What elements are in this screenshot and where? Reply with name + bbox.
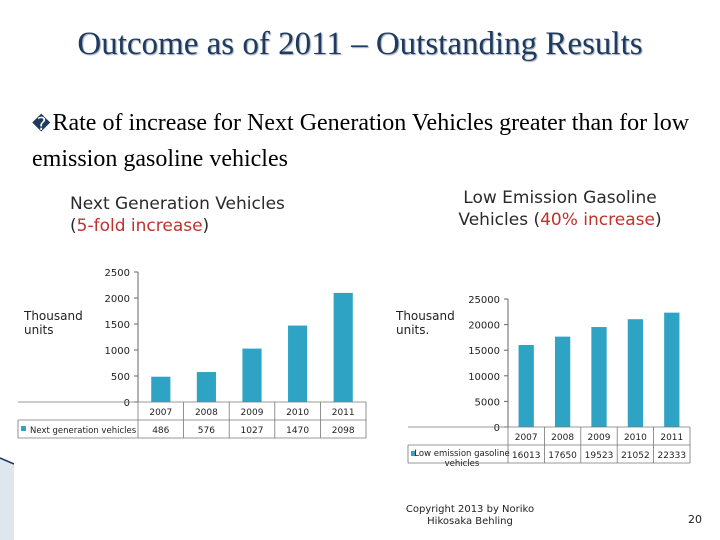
le-ytick-label: 20000 [468, 321, 500, 332]
le-category-label: 2007 [515, 433, 538, 443]
le-value-label: 16013 [512, 451, 541, 461]
ng-bar [333, 292, 353, 402]
le-bar [664, 312, 680, 427]
ng-heading-subtitle: (5-fold increase) [70, 215, 285, 237]
le-ytick-label: 10000 [468, 372, 500, 383]
ng-ytick-label: 2500 [105, 268, 130, 279]
ng-value-label: 2098 [332, 426, 355, 436]
le-unit-label: Thousand units. [396, 309, 455, 337]
le-value-label: 17650 [548, 451, 577, 461]
ng-bar [151, 376, 171, 402]
le-legend-label: vehicles [445, 459, 480, 469]
ng-bar [242, 348, 262, 402]
ng-heading-paren-open: ( [70, 216, 77, 236]
ng-bar [288, 325, 308, 402]
ng-heading-paren-close: ) [202, 216, 210, 236]
ng-legend-swatch [21, 426, 26, 431]
slide-decoration [0, 457, 15, 540]
ng-ytick-label: 1500 [105, 320, 130, 331]
le-heading-line2: Vehicles (40% increase) [420, 209, 700, 231]
le-category-label: 2010 [624, 433, 647, 443]
le-ytick-label: 25000 [468, 295, 500, 306]
le-bar [627, 319, 644, 427]
le-ytick-label: 15000 [468, 346, 500, 357]
bullet-marker: � [32, 114, 51, 135]
ng-value-label: 486 [152, 426, 169, 436]
le-legend-label: Low emission gasoline [414, 449, 509, 459]
ng-category-label: 2007 [149, 408, 172, 418]
ng-bar [196, 372, 216, 402]
le-heading-highlight: 40% increase [540, 210, 655, 230]
le-heading-paren-close: ) [654, 210, 662, 230]
ng-ytick-label: 0 [124, 398, 130, 409]
le-heading-line1: Low Emission Gasoline [463, 188, 657, 208]
ng-unit-label: Thousand units [24, 309, 83, 337]
ng-value-label: 1470 [286, 426, 309, 436]
ng-heading-highlight: 5-fold increase [76, 216, 203, 236]
le-bar [591, 327, 607, 427]
ng-value-label: 1027 [241, 426, 264, 436]
slide-title: Outcome as of 2011 – Outstanding Results [77, 26, 643, 62]
ng-ytick-label: 2000 [105, 294, 130, 305]
le-value-label: 21052 [621, 451, 650, 461]
le-chart-heading: Low Emission Gasoline Vehicles (40% incr… [420, 187, 700, 231]
le-legend-swatch [411, 451, 416, 456]
page-number: 20 [688, 513, 702, 526]
ng-category-label: 2008 [195, 408, 218, 418]
le-ytick-label: 5000 [475, 397, 500, 408]
copyright-text: Copyright 2013 by Noriko Hikosaka Behlin… [405, 504, 535, 527]
le-category-label: 2009 [588, 433, 611, 443]
le-category-label: 2008 [551, 433, 574, 443]
ng-chart-heading: Next Generation Vehicles (5-fold increas… [70, 193, 285, 237]
ng-ytick-label: 500 [111, 372, 130, 383]
le-heading-prefix: Vehicles ( [458, 210, 541, 230]
le-category-label: 2011 [660, 433, 683, 443]
ng-category-label: 2009 [241, 408, 264, 418]
ng-legend-label: Next generation vehicles [30, 426, 137, 436]
ng-heading-title: Next Generation Vehicles [70, 194, 285, 214]
le-bar [554, 336, 571, 427]
le-bar [518, 345, 534, 427]
ng-ytick-label: 1000 [105, 346, 130, 357]
le-ytick-label: 0 [494, 423, 500, 434]
bullet-text: Rate of increase for Next Generation Veh… [32, 110, 690, 172]
ng-category-label: 2011 [332, 408, 355, 418]
bullet-point: �Rate of increase for Next Generation Ve… [32, 106, 702, 176]
le-value-label: 22333 [657, 451, 686, 461]
le-value-label: 19523 [585, 451, 614, 461]
ng-category-label: 2010 [286, 408, 309, 418]
ng-value-label: 576 [198, 426, 215, 436]
